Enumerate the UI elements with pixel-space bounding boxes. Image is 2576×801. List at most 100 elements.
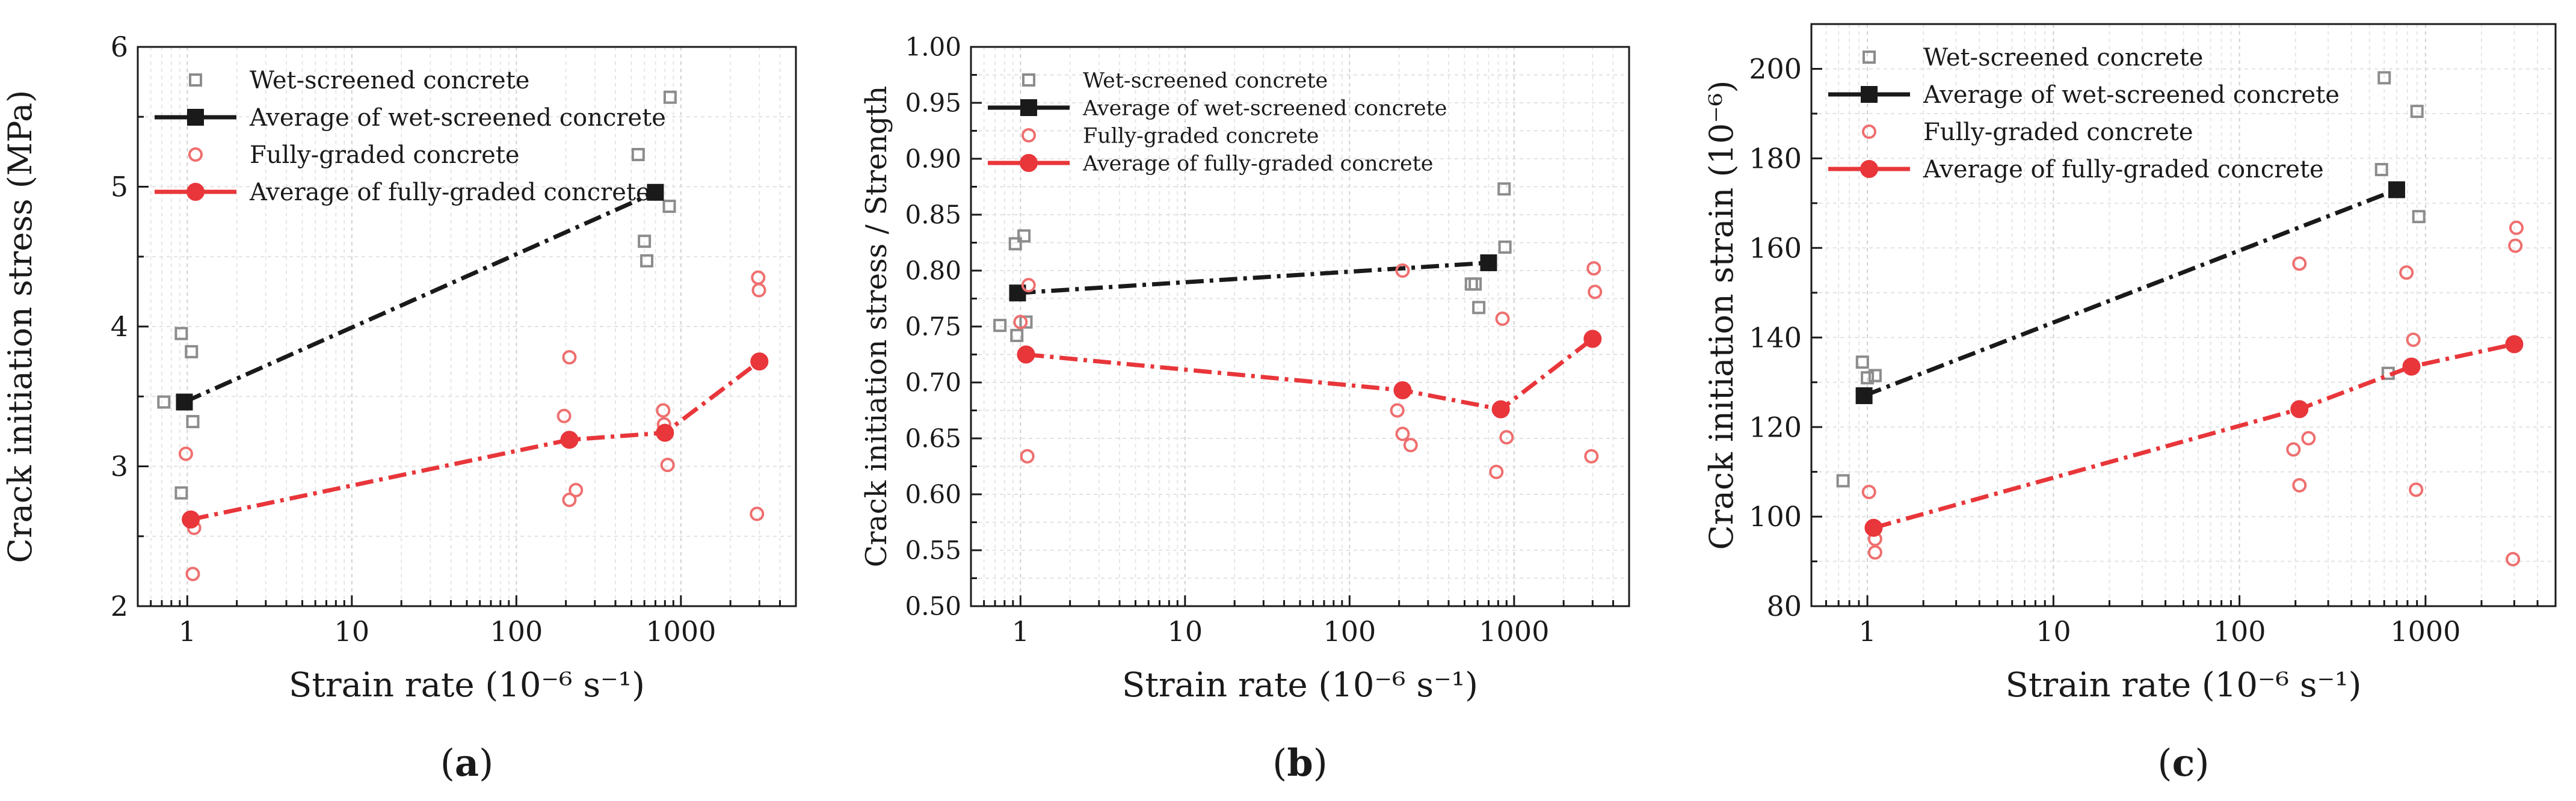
- panel-label-paren: (: [440, 741, 455, 785]
- y-tick-label: 0.75: [905, 312, 961, 342]
- data-point: [2406, 332, 2421, 347]
- data-point: [562, 493, 577, 508]
- data-point: [1017, 345, 1035, 364]
- chart-panel-b: 1 10 100 10000.500.550.600.650.700.750.800.…: [860, 32, 1630, 785]
- x-tick-label: 10: [1168, 615, 1203, 648]
- series-average-of-wet-screened-concrete: [1009, 254, 1497, 302]
- x-tick-label: 1000: [2390, 615, 2460, 648]
- data-point: [1583, 330, 1602, 348]
- series-line: [1863, 188, 2398, 398]
- legend-marker: [186, 183, 205, 201]
- data-point: [178, 446, 193, 461]
- legend-marker: [187, 109, 204, 126]
- data-point: [2409, 482, 2424, 497]
- data-point: [1586, 261, 1601, 276]
- legend-marker: [1020, 99, 1037, 116]
- data-point: [185, 345, 199, 358]
- legend-marker: [1861, 86, 1878, 103]
- x-tick-label: 1000: [1479, 615, 1549, 648]
- series-line: [1026, 337, 1594, 412]
- data-point: [1393, 381, 1412, 400]
- panel-label-letter: a: [455, 741, 479, 785]
- y-tick-label: 100: [1749, 500, 1802, 533]
- data-point: [656, 423, 674, 442]
- y-tick-label: 160: [1749, 232, 1802, 264]
- panel-label-paren: ): [1313, 741, 1328, 785]
- y-axis-title: Crack initiation stress (MPa): [1, 90, 39, 563]
- legend-label: Average of fully-graded concrete: [1923, 156, 2324, 183]
- series-fully-graded-concrete: [1861, 220, 2524, 566]
- y-tick-label: 180: [1749, 142, 1802, 174]
- data-point: [174, 327, 188, 340]
- legend-label: Fully-graded concrete: [1923, 118, 2193, 146]
- data-point: [2292, 477, 2307, 493]
- y-tick-label: 200: [1749, 53, 1802, 85]
- series-average-of-fully-graded-concrete: [1017, 330, 1602, 419]
- y-tick-label: 80: [1766, 590, 1802, 622]
- data-point: [157, 395, 171, 409]
- data-point: [1395, 426, 1410, 441]
- panel-label-paren: (: [2157, 741, 2172, 785]
- x-tick-label: 1: [179, 615, 196, 648]
- panel-label-letter: c: [2172, 741, 2195, 785]
- data-point: [185, 566, 200, 582]
- data-point: [662, 200, 676, 213]
- y-axis: 80 100 120 140 160 180 200: [1749, 23, 1822, 622]
- x-tick-label: 1: [1858, 615, 1876, 648]
- series-line: [1873, 342, 2515, 530]
- data-point: [1013, 315, 1028, 330]
- y-tick-label: 140: [1749, 321, 1802, 354]
- legend: Wet-screened concrete Average of wet-scre…: [1828, 44, 2340, 183]
- x-tick-label: 10: [334, 615, 370, 648]
- data-point: [1480, 254, 1497, 271]
- series-wet-screened-concrete: [1836, 71, 2426, 488]
- data-point: [1472, 301, 1486, 315]
- data-point: [631, 148, 645, 162]
- y-axis: 0.50 0.55 0.60 0.65 0.70 0.75 0.80 0.85 0.90 0.95…: [905, 32, 982, 621]
- data-point: [556, 408, 572, 423]
- legend-marker: [1862, 124, 1876, 139]
- data-point: [2290, 400, 2309, 419]
- legend: Wet-screened concrete Average of wet-scre…: [155, 67, 666, 206]
- legend-label: Wet-screened concrete: [1923, 44, 2203, 72]
- x-tick-label: 10: [2036, 615, 2071, 648]
- data-point: [1021, 278, 1036, 293]
- data-point: [647, 183, 664, 201]
- data-point: [1855, 355, 1869, 369]
- data-point: [2399, 265, 2414, 280]
- data-point: [1836, 474, 1850, 488]
- chart-panel-c: 1 10 100 1000 80 100 120 140 160 180 200 Strain rat…: [1702, 23, 2557, 785]
- legend-label: Average of wet-screened concrete: [1082, 96, 1447, 120]
- data-point: [993, 319, 1007, 333]
- data-point: [750, 506, 765, 521]
- x-tick-label: 1: [1012, 615, 1029, 648]
- data-point: [1588, 284, 1603, 299]
- y-tick-label: 0.90: [905, 144, 961, 174]
- panel-label: (c): [2157, 741, 2209, 785]
- data-point: [751, 270, 766, 285]
- legend-marker: [1020, 154, 1038, 172]
- series-average-of-fully-graded-concrete: [182, 352, 769, 529]
- y-tick-label: 0.50: [905, 592, 961, 621]
- series-fully-graded-concrete: [1013, 261, 1603, 479]
- data-point: [182, 510, 200, 529]
- y-tick-label: 0.80: [905, 256, 961, 286]
- y-tick-label: 1.00: [905, 32, 961, 62]
- data-point: [1489, 464, 1504, 479]
- data-point: [638, 235, 652, 248]
- y-tick-label: 0.65: [905, 424, 961, 453]
- data-point: [1390, 403, 1405, 418]
- legend-label: Fully-graded concrete: [1083, 124, 1319, 148]
- y-tick-label: 3: [111, 450, 128, 483]
- x-tick-label: 1000: [646, 615, 716, 648]
- data-point: [1403, 438, 1418, 453]
- data-point: [1584, 449, 1599, 464]
- y-tick-label: 0.85: [905, 200, 961, 230]
- data-point: [1868, 369, 1882, 382]
- y-tick-label: 2: [111, 590, 128, 622]
- legend-label: Average of fully-graded concrete: [249, 179, 650, 206]
- x-tick-label: 100: [490, 615, 543, 648]
- data-point: [2505, 335, 2524, 354]
- data-point: [2286, 442, 2301, 457]
- legend-label: Average of fully-graded concrete: [1082, 152, 1434, 176]
